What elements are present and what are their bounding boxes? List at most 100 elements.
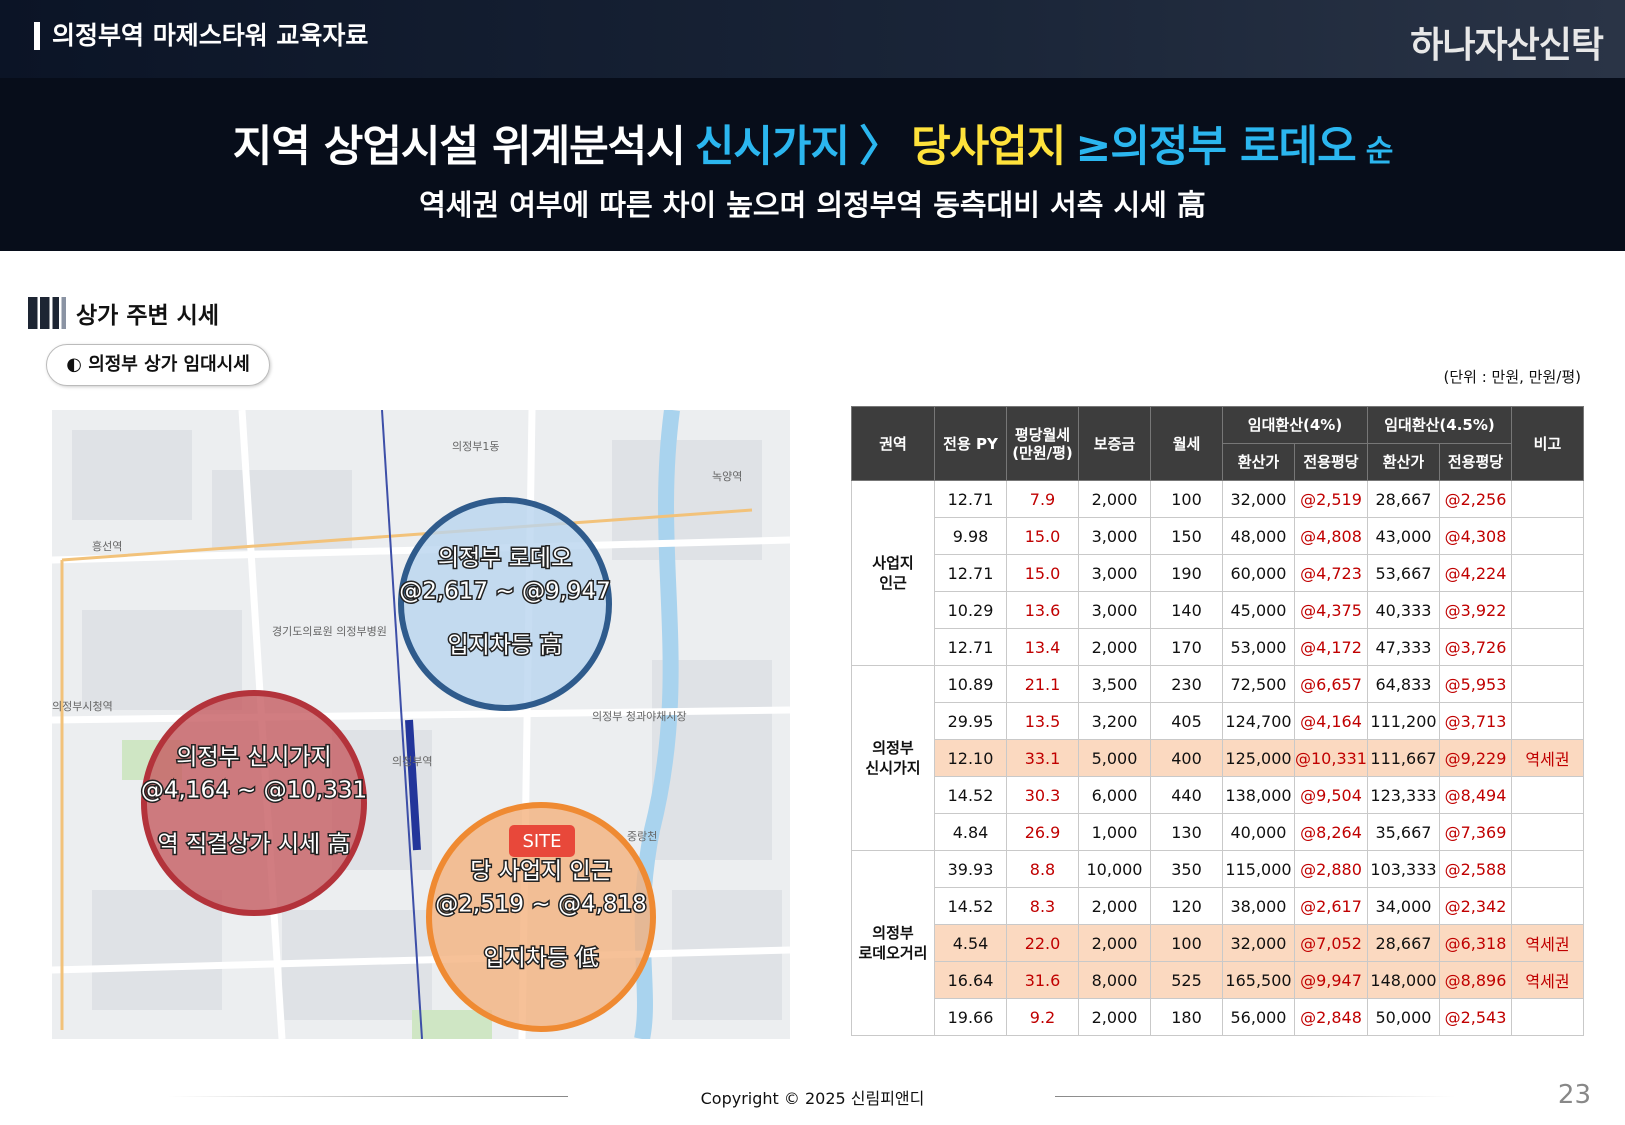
map-place: 의정부 청과야채시장 (592, 710, 687, 723)
table-cell: 170 (1150, 628, 1223, 666)
area-label: 입지차등 高 (448, 633, 563, 659)
table-cell: 48,000 (1222, 517, 1295, 555)
area-label: 의정부 신시가지 (176, 745, 331, 771)
data-row: 12.71 15.0 3,000 190 60,000 @4,723 53,667 @4,22… (852, 554, 1584, 592)
map-place: 의정부역 (392, 755, 432, 768)
data-row: 의정부 신시가지 10.89 21.1 3,500 230 72,500 @6,657 64,8… (851, 665, 1584, 851)
table-cell: 53,667 (1366, 554, 1440, 592)
table-cell: 역세권 (1510, 739, 1584, 777)
header-cell: 월세 (1150, 406, 1223, 481)
header-cell: 임대환산(4.5%) (1366, 406, 1512, 444)
table-cell: 2,000 (1078, 887, 1151, 925)
table-cell: 12.71 (934, 480, 1007, 518)
table-cell: 12.71 (934, 554, 1007, 592)
doc-title: 의정부역 마제스타워 교육자료 (34, 22, 368, 50)
group-name: 의정부 (872, 739, 914, 757)
table-cell (1510, 850, 1584, 888)
headline-title: 지역 상업시설 위계분석시 신시가지 〉 당사업지 ≥의정부 로데오 순 (0, 112, 1625, 174)
table-cell: 15.0 (1006, 517, 1079, 555)
area-label: 역 직결상가 시세 高 (157, 832, 350, 858)
table-cell: 40,000 (1222, 813, 1295, 851)
area-circle (426, 802, 656, 1032)
section-heading: 상가 주변 시세 (28, 296, 219, 330)
section-title: 상가 주변 시세 (76, 303, 219, 329)
table-cell: 32,000 (1222, 924, 1295, 962)
table-cell: 100 (1150, 924, 1223, 962)
table-cell: 4.54 (934, 924, 1007, 962)
data-row: 9.98 15.0 3,000 150 48,000 @4,808 43,000 @4,308 (852, 517, 1584, 555)
table-cell: @5,953 (1438, 665, 1512, 703)
table-cell: 2,000 (1078, 480, 1151, 518)
data-row: 4.84 26.9 1,000 130 40,000 @8,264 35,667 @7,369 (852, 813, 1584, 851)
area-label: @4,164 ~ @10,331 (141, 778, 367, 804)
table-cell: 7.9 (1006, 480, 1079, 518)
footer-rule (168, 1096, 568, 1097)
table-cell (1510, 776, 1584, 814)
table-cell: 38,000 (1222, 887, 1295, 925)
table-cell: 123,333 (1366, 776, 1440, 814)
table-cell: 8.8 (1006, 850, 1079, 888)
title-part: 순 (1365, 134, 1394, 169)
table-cell: @4,375 (1294, 591, 1368, 629)
table-cell: 440 (1150, 776, 1223, 814)
table-cell: 30.3 (1006, 776, 1079, 814)
table-cell: 180 (1150, 998, 1223, 1036)
rent-table: 권역 전용 PY 평당월세 (만원/평) 보증금 월세 임대환산(4%) 임대환산(4.5%… (851, 406, 1584, 1036)
table-cell: 10.29 (934, 591, 1007, 629)
table-cell: @4,164 (1294, 702, 1368, 740)
group-name: 신시가지 (865, 759, 921, 777)
table-cell: @8,494 (1438, 776, 1512, 814)
table-cell (1510, 665, 1584, 703)
header-cell: 보증금 (1078, 406, 1151, 481)
table-cell: @2,617 (1294, 887, 1368, 925)
table-cell: 115,000 (1222, 850, 1295, 888)
table-cell: 34,000 (1366, 887, 1440, 925)
header-cell: 임대환산(4%) (1222, 406, 1368, 444)
table-cell: 103,333 (1366, 850, 1440, 888)
table-cell: 100 (1150, 480, 1223, 518)
pill-label: ◐ 의정부 상가 임대시세 (46, 344, 270, 386)
table-cell: 150 (1150, 517, 1223, 555)
site-label: SITE (522, 831, 561, 852)
table-cell: 22.0 (1006, 924, 1079, 962)
table-cell: 2,000 (1078, 628, 1151, 666)
table-cell: 29.95 (934, 702, 1007, 740)
table-cell: 13.5 (1006, 702, 1079, 740)
table-cell: 40,333 (1366, 591, 1440, 629)
group-cell: 사업지 인근 (851, 480, 935, 666)
table-cell: 111,667 (1366, 739, 1440, 777)
table-cell: 72,500 (1222, 665, 1295, 703)
table-cell: @8,264 (1294, 813, 1368, 851)
title-part: 〉 (859, 122, 902, 172)
table-cell: @9,229 (1438, 739, 1512, 777)
table-cell (1510, 887, 1584, 925)
table-cell: 8,000 (1078, 961, 1151, 999)
table-cell: @10,331 (1294, 739, 1368, 777)
table-cell (1510, 480, 1584, 518)
table-cell: 35,667 (1366, 813, 1440, 851)
table-cell: 12.10 (934, 739, 1007, 777)
table-cell: 32,000 (1222, 480, 1295, 518)
map-place: 흥선역 (92, 539, 122, 553)
table-cell (1510, 628, 1584, 666)
table-cell: @2,588 (1438, 850, 1512, 888)
table-cell: @7,369 (1438, 813, 1512, 851)
header-cell: 환산가 (1366, 443, 1440, 481)
table-cell: 230 (1150, 665, 1223, 703)
map-place: 의정부1동 (452, 440, 499, 453)
table-cell: 60,000 (1222, 554, 1295, 592)
header-cell: 전용 PY (934, 406, 1007, 481)
river (634, 410, 680, 1039)
table-cell: @4,808 (1294, 517, 1368, 555)
area-circle (141, 690, 367, 916)
table-cell: 5,000 (1078, 739, 1151, 777)
unit-note: (단위 : 만원, 만원/평) (1443, 368, 1582, 386)
footer-rule (1055, 1096, 1455, 1097)
headline-band (0, 78, 1625, 251)
table-cell: @3,726 (1438, 628, 1512, 666)
data-row: 12.10 33.1 5,000 400 125,000 @10,331 111,667 @9… (852, 739, 1584, 777)
table-cell: 525 (1150, 961, 1223, 999)
table-cell: 350 (1150, 850, 1223, 888)
